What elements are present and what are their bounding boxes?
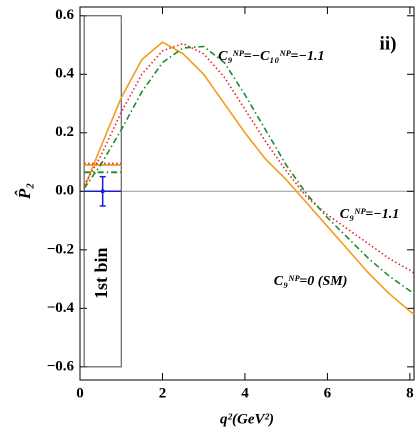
x-tick-label: 4 xyxy=(241,385,249,401)
x-tick-label: 8 xyxy=(406,385,414,401)
curve xyxy=(83,45,415,295)
measurement-point xyxy=(100,189,105,194)
curve-label: C₉ᴺᴾ=−1.1 xyxy=(340,207,400,222)
x-tick-label: 6 xyxy=(324,385,332,401)
y-axis-label: P̂₂ xyxy=(15,183,34,200)
y-tick-label: 0.4 xyxy=(55,66,74,82)
y-tick-label: 0.0 xyxy=(55,183,74,199)
annotation: ii) xyxy=(380,33,397,54)
plot-frame xyxy=(79,6,415,381)
y-tick-label: −0.4 xyxy=(47,300,75,316)
curve-label: C₉ᴺᴾ=−C₁₀ᴺᴾ=−1.1 xyxy=(218,49,324,64)
curve xyxy=(83,41,415,315)
y-tick-label: 0.2 xyxy=(55,124,74,140)
x-axis-label: q²(GeV²) xyxy=(220,411,274,427)
y-tick-label: −0.2 xyxy=(47,241,74,257)
y-tick-label: −0.6 xyxy=(47,358,75,374)
curve-label: C₉ᴺᴾ=0 (SM) xyxy=(274,274,348,289)
x-tick-label: 2 xyxy=(159,385,167,401)
y-tick-label: 0.6 xyxy=(55,7,74,23)
bin-label: 1st bin xyxy=(91,247,111,299)
curve xyxy=(83,42,415,274)
x-tick-label: 0 xyxy=(76,385,84,401)
